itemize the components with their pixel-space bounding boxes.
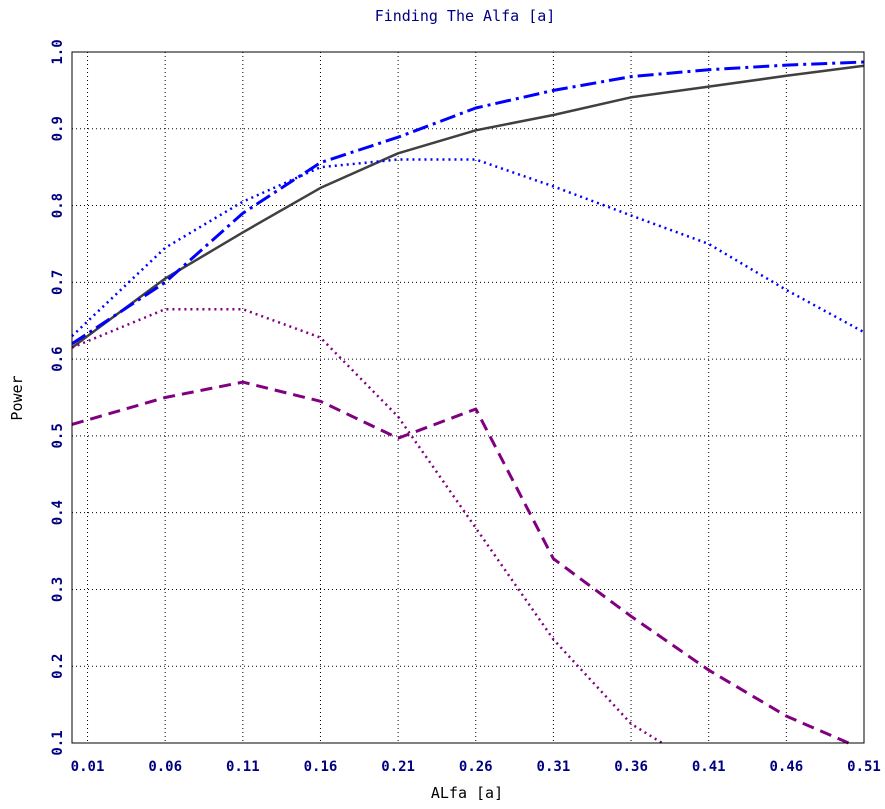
x-tick-label: 0.51 — [847, 759, 881, 775]
y-tick-label: 0.2 — [50, 654, 66, 679]
series-line-1 — [71, 64, 865, 349]
x-tick-label: 0.01 — [71, 759, 105, 775]
x-tick-label: 0.06 — [148, 759, 182, 775]
series-line-4 — [71, 307, 663, 745]
y-tick-label: 0.5 — [50, 423, 66, 448]
x-tick-label: 0.36 — [614, 759, 648, 775]
y-tick-label: 1.0 — [50, 39, 66, 64]
y-tick-label: 0.6 — [50, 346, 66, 371]
y-tick-label: 0.4 — [50, 500, 66, 525]
y-tick-label: 0.3 — [50, 577, 66, 602]
y-tick-labels: 0.1 0.2 0.3 0.4 0.5 0.6 0.7 0.8 0.9 1.0 — [50, 39, 66, 755]
series-line-2 — [71, 60, 865, 346]
x-tick-label: 0.16 — [304, 759, 338, 775]
y-tick-label: 0.9 — [50, 116, 66, 141]
series-line-5 — [71, 380, 850, 745]
chart-title: Finding The Alfa [a] — [375, 7, 556, 25]
y-tick-label: 0.1 — [50, 730, 66, 755]
y-axis-label: Power — [8, 375, 26, 420]
grid-lines — [72, 51, 865, 744]
x-axis-label: ALfa [a] — [431, 784, 503, 802]
plot-frame — [71, 51, 865, 744]
x-tick-label: 0.41 — [692, 759, 726, 775]
x-tick-label: 0.31 — [537, 759, 571, 775]
y-tick-label: 0.7 — [50, 270, 66, 295]
x-tick-label: 0.21 — [381, 759, 415, 775]
x-tick-label: 0.26 — [459, 759, 493, 775]
x-tick-label: 0.46 — [769, 759, 803, 775]
x-tick-label: 0.11 — [226, 759, 260, 775]
y-tick-label: 0.8 — [50, 193, 66, 218]
series-group — [71, 60, 865, 745]
x-tick-labels: 0.01 0.06 0.11 0.16 0.21 0.26 0.31 0.36 0.41 0.46… — [71, 759, 881, 775]
